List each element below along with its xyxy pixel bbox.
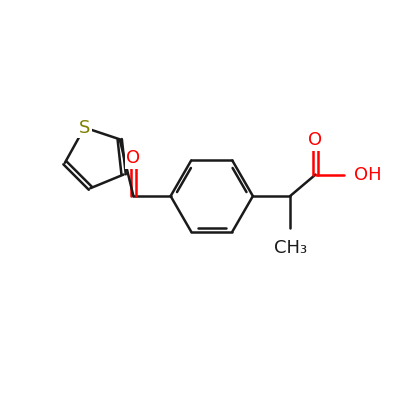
- Text: OH: OH: [354, 166, 381, 184]
- Text: O: O: [126, 150, 140, 168]
- Text: S: S: [79, 118, 90, 136]
- Text: CH₃: CH₃: [274, 239, 307, 257]
- Text: O: O: [308, 131, 323, 149]
